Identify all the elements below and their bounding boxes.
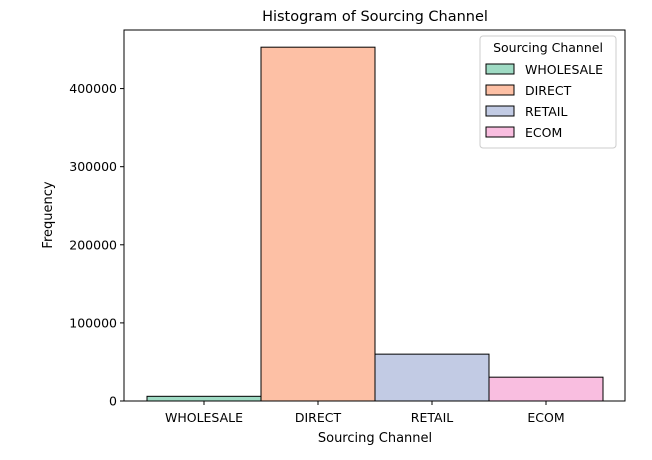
x-tick-label: WHOLESALE [165,410,243,425]
bar-direct [260,46,376,402]
legend-label-wholesale: WHOLESALE [525,62,603,77]
y-tick-label: 200000 [69,237,117,252]
legend-swatch-retail [485,105,515,117]
bar-ecom [488,376,604,402]
y-tick-label: 100000 [69,315,117,330]
plot-frame [123,29,626,402]
legend-label-retail: RETAIL [525,104,567,119]
legend-swatch-direct [485,84,515,96]
bar-wholesale [146,395,262,402]
legend-label-direct: DIRECT [525,83,572,98]
bars-group [146,46,604,402]
legend-swatch-ecom [485,126,515,138]
y-axis-title: Frequency [41,181,56,248]
y-tick-label: 300000 [69,159,117,174]
legend: Sourcing Channel WHOLESALE DIRECT RETAIL EC… [479,35,617,149]
x-tick-label: DIRECT [295,410,342,425]
legend-title: Sourcing Channel [493,40,603,55]
x-axis-ticks: WHOLESALE DIRECT RETAIL ECOM [165,401,565,425]
y-axis-ticks: 0 100000 200000 300000 400000 [69,81,124,409]
legend-label-ecom: ECOM [525,125,562,140]
x-tick-label: RETAIL [411,410,453,425]
x-tick-label: ECOM [527,410,564,425]
x-axis-title: Sourcing Channel [318,431,432,446]
y-tick-label: 0 [109,394,117,409]
legend-swatch-wholesale [485,63,515,75]
chart-title: Histogram of Sourcing Channel [262,9,488,25]
legend-items: WHOLESALE DIRECT RETAIL ECOM [485,62,603,140]
bar-retail [374,353,490,402]
y-tick-label: 400000 [69,81,117,96]
